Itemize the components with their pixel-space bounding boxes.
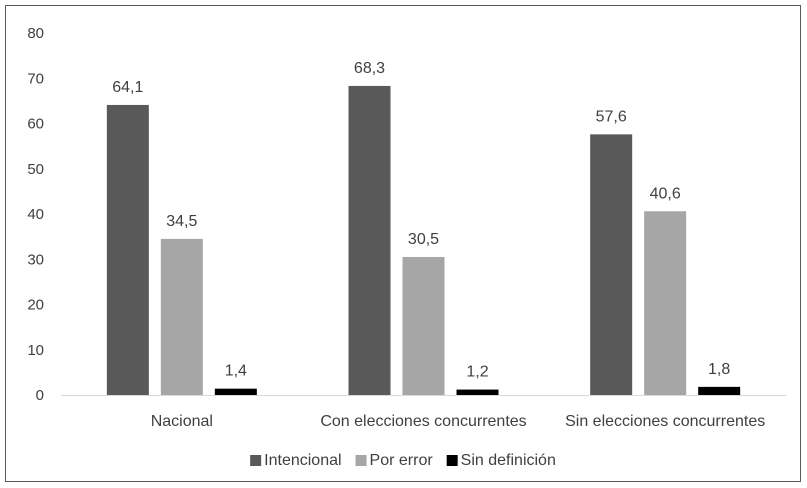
bar xyxy=(456,389,499,395)
data-label: 64,1 xyxy=(112,79,143,96)
y-tick-label: 20 xyxy=(27,297,44,314)
y-axis: 0 10 20 30 40 50 60 70 80 xyxy=(27,25,44,404)
y-tick-label: 10 xyxy=(27,342,44,359)
category-label: Nacional xyxy=(151,413,213,430)
data-label: 68,3 xyxy=(354,60,385,77)
legend-item: Intencional xyxy=(250,452,342,469)
legend-label: Por error xyxy=(370,452,434,469)
data-label: 1,8 xyxy=(708,361,730,378)
bar xyxy=(698,386,741,395)
bar xyxy=(348,85,391,395)
data-label: 57,6 xyxy=(596,108,627,125)
chart-frame: 0 10 20 30 40 50 60 70 80 64,1 34,5 1,4 68,3 30,5 1,2… xyxy=(5,5,801,482)
data-label: 30,5 xyxy=(408,231,439,248)
legend-swatch xyxy=(446,455,458,466)
y-tick-label: 80 xyxy=(27,25,44,42)
category-label: Con elecciones concurrentes xyxy=(320,413,526,430)
legend-item: Sin definición xyxy=(446,452,556,469)
legend-label: Sin definición xyxy=(461,452,556,469)
data-label: 1,2 xyxy=(466,364,488,381)
data-labels-group: 64,1 34,5 1,4 68,3 30,5 1,2 57,6 40,6 1,8 xyxy=(112,60,730,381)
bar-chart: 0 10 20 30 40 50 60 70 80 64,1 34,5 1,4 68,3 30,5 1,2… xyxy=(27,25,786,469)
y-tick-label: 0 xyxy=(36,387,44,404)
bar xyxy=(106,104,149,395)
x-axis-labels: Nacional Con elecciones concurrentes Sin e… xyxy=(151,413,766,430)
bar xyxy=(160,238,203,395)
y-tick-label: 40 xyxy=(27,206,44,223)
bar xyxy=(590,134,633,396)
bar xyxy=(402,256,445,395)
legend-swatch xyxy=(355,455,367,466)
category-label: Sin elecciones concurrentes xyxy=(565,413,765,430)
y-tick-label: 60 xyxy=(27,116,44,133)
bars-group xyxy=(106,85,741,396)
bar xyxy=(214,388,257,395)
data-label: 34,5 xyxy=(166,213,197,230)
data-label: 40,6 xyxy=(650,185,681,202)
data-label: 1,4 xyxy=(225,363,247,380)
y-tick-label: 50 xyxy=(27,161,44,178)
legend: Intencional Por error Sin definición xyxy=(250,452,556,469)
legend-swatch xyxy=(250,455,262,466)
legend-label: Intencional xyxy=(264,452,341,469)
y-tick-label: 30 xyxy=(27,251,44,268)
y-tick-label: 70 xyxy=(27,70,44,87)
bar xyxy=(644,211,687,395)
legend-item: Por error xyxy=(355,452,434,469)
